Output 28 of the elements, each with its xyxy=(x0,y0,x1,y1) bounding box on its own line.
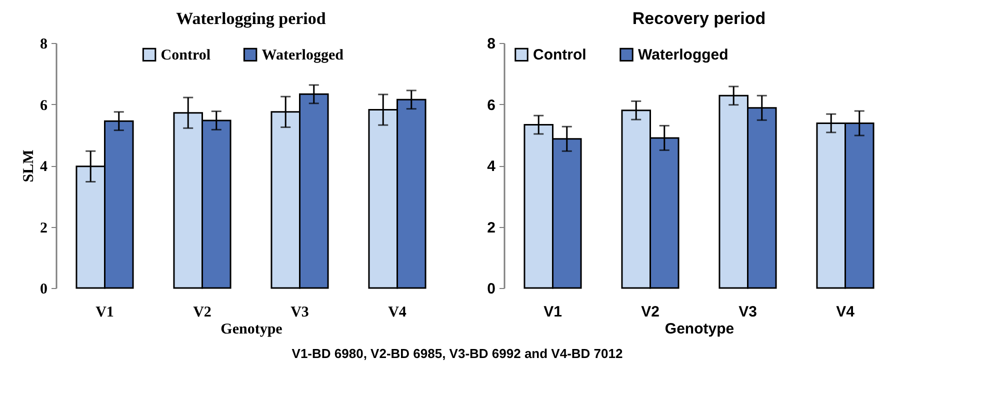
legend-label: Waterlogged xyxy=(638,46,728,64)
x-tick-label: V1 xyxy=(544,304,562,320)
y-tick-label: 6 xyxy=(40,98,48,114)
legend-label: Control xyxy=(160,48,211,64)
x-tick-label: V4 xyxy=(388,304,407,320)
chart-title: Waterlogging period xyxy=(176,9,326,28)
y-tick-label: 8 xyxy=(40,36,48,52)
x-tick-label: V1 xyxy=(96,304,114,320)
y-tick-label: 2 xyxy=(487,219,496,236)
x-axis-title: Genotype xyxy=(664,320,734,338)
x-tick-label: V3 xyxy=(290,304,309,320)
chart-title: Recovery period xyxy=(632,9,766,28)
x-tick-label: V3 xyxy=(738,304,757,320)
x-tick-label: V2 xyxy=(193,304,212,320)
y-tick-label: 4 xyxy=(487,158,496,175)
y-axis-title: SLM xyxy=(21,150,37,182)
y-tick-label: 4 xyxy=(40,159,48,175)
x-tick-label: V2 xyxy=(641,304,660,320)
y-tick-label: 0 xyxy=(40,282,48,298)
y-tick-label: 0 xyxy=(487,280,496,298)
legend-label: Waterlogged xyxy=(262,48,344,64)
y-tick-label: 6 xyxy=(487,96,496,114)
x-axis-title: Genotype xyxy=(220,322,283,338)
y-tick-label: 2 xyxy=(40,220,48,236)
y-tick-label: 8 xyxy=(487,36,496,52)
text: V1-BD 6980, V2-BD 6985, V3-BD 6992 and V4-BD 7012 xyxy=(292,346,623,361)
legend-label: Control xyxy=(533,46,586,64)
x-tick-label: V4 xyxy=(836,304,856,320)
